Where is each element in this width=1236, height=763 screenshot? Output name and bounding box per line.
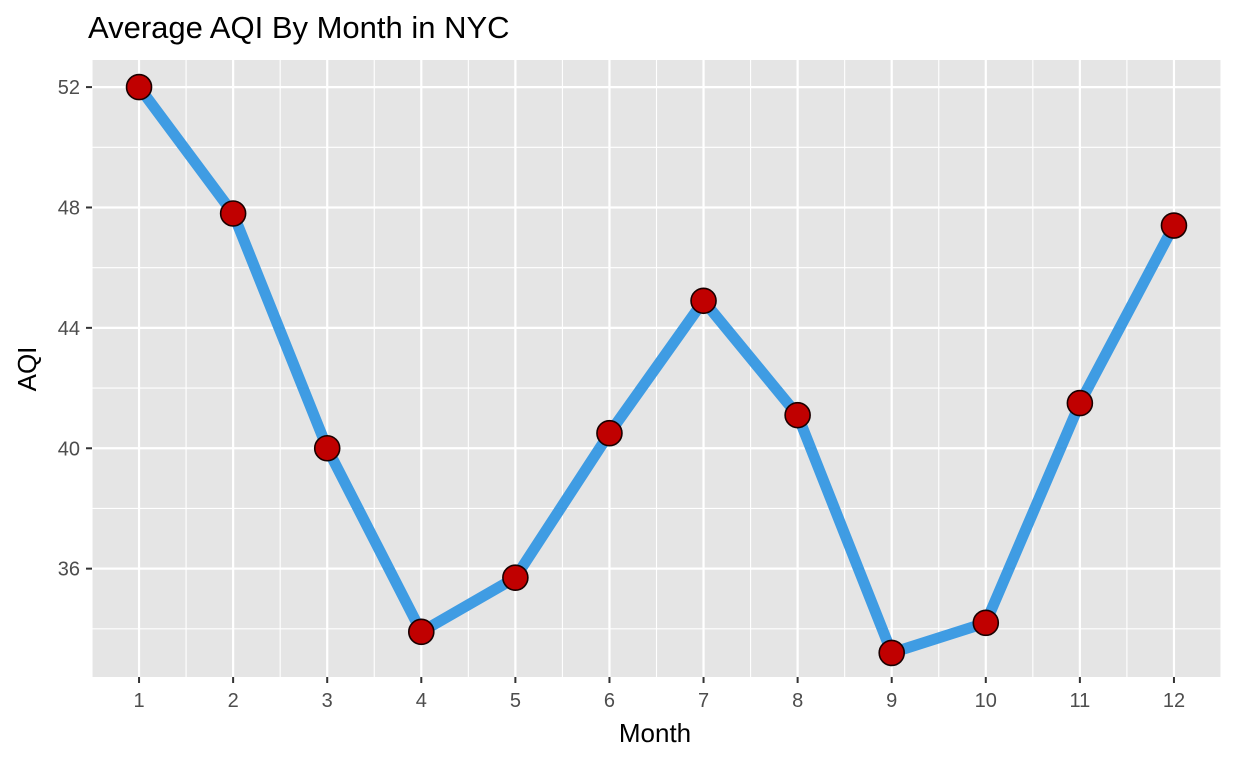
x-tick-label: 1 [133, 690, 144, 712]
data-point [219, 200, 247, 227]
x-tick-label: 10 [975, 690, 997, 712]
x-tick-label: 3 [322, 690, 333, 712]
data-point [407, 618, 435, 646]
x-tick-label: 2 [228, 690, 239, 712]
y-tick-label: 36 [58, 559, 80, 581]
series-line-layer [134, 83, 1179, 659]
x-tick-label: 8 [792, 690, 803, 712]
x-tick-label: 5 [510, 690, 521, 712]
data-point [784, 401, 811, 429]
x-tick-label: 7 [698, 690, 709, 712]
chart-title: Average AQI By Month in NYC [88, 10, 510, 45]
data-point [1066, 389, 1094, 417]
x-tick-label: 4 [416, 690, 427, 712]
data-point [313, 434, 341, 462]
series-line [134, 83, 1179, 659]
data-point [125, 73, 153, 101]
x-tick-label: 9 [886, 690, 897, 712]
data-point [972, 609, 1000, 637]
y-tick-label: 44 [58, 318, 80, 340]
data-point [878, 639, 906, 667]
data-point [1160, 212, 1188, 239]
grid-lines [91, 60, 1222, 677]
data-point [690, 287, 717, 315]
data-point [502, 564, 529, 591]
x-axis-title: Month [619, 718, 691, 748]
x-tick-label: 12 [1163, 690, 1185, 712]
x-tick-label: 6 [604, 690, 615, 712]
y-axis-title: AQI [12, 347, 42, 392]
data-points [125, 73, 1188, 667]
x-tick-label: 11 [1069, 690, 1090, 712]
y-tick-label: 52 [58, 77, 80, 99]
y-tick-label: 40 [58, 438, 80, 460]
data-point [596, 419, 623, 447]
y-tick-label: 48 [58, 197, 80, 219]
